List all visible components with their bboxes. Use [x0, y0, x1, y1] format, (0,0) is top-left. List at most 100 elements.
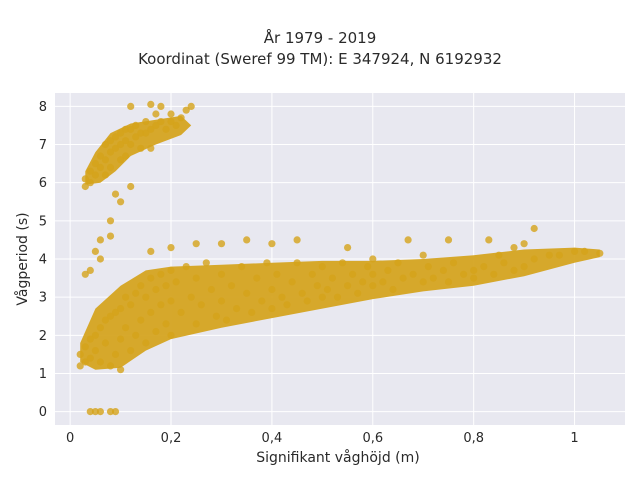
data-point — [510, 266, 518, 274]
data-point — [122, 137, 130, 145]
data-point — [197, 301, 205, 309]
data-point — [91, 171, 99, 179]
data-point — [243, 289, 251, 297]
data-point — [157, 301, 165, 309]
data-point — [91, 347, 99, 355]
data-point — [328, 274, 336, 282]
data-point — [86, 408, 94, 416]
data-point — [520, 240, 528, 248]
data-point — [404, 236, 412, 244]
data-point — [162, 282, 170, 290]
data-point — [500, 259, 508, 267]
y-axis-label: Vågperiod (s) — [14, 212, 31, 305]
data-point — [192, 274, 200, 282]
data-point — [86, 167, 94, 175]
data-point — [192, 320, 200, 328]
data-point — [106, 362, 115, 370]
data-point — [122, 324, 130, 332]
data-point — [222, 316, 231, 324]
data-point — [81, 343, 89, 351]
data-point — [283, 301, 291, 309]
data-point — [485, 236, 493, 244]
data-point — [117, 156, 125, 164]
data-point — [122, 293, 130, 301]
data-point — [96, 324, 104, 332]
data-point — [444, 236, 453, 244]
data-point — [217, 270, 226, 278]
data-point — [106, 408, 115, 416]
data-point — [111, 133, 120, 141]
data-point — [202, 259, 210, 267]
data-point — [217, 297, 226, 305]
data-point — [429, 274, 437, 282]
data-point — [91, 408, 99, 416]
data-point — [510, 244, 518, 252]
data-point — [101, 316, 109, 324]
data-point — [167, 244, 175, 252]
data-point — [142, 129, 150, 137]
data-point — [127, 102, 135, 110]
data-point — [86, 354, 94, 362]
data-point — [106, 312, 115, 320]
data-point — [268, 285, 276, 294]
data-point — [167, 266, 175, 274]
data-point — [111, 308, 120, 316]
data-point — [96, 408, 104, 416]
data-point — [207, 285, 215, 294]
data-point — [273, 270, 281, 278]
data-point — [117, 198, 125, 206]
data-point — [111, 350, 120, 358]
data-point — [212, 312, 220, 320]
data-point — [152, 285, 160, 294]
data-point — [333, 293, 342, 301]
data-point — [132, 289, 140, 297]
grid-lines — [55, 93, 625, 425]
data-point — [439, 266, 447, 274]
data-point — [91, 160, 99, 168]
data-point — [137, 129, 145, 137]
y-tick-label: 4 — [39, 253, 47, 268]
data-point — [106, 137, 115, 145]
data-point — [419, 278, 427, 286]
data-point — [142, 339, 150, 347]
data-point — [369, 282, 377, 290]
data-point — [187, 102, 195, 110]
data-point — [157, 102, 165, 110]
data-point — [268, 305, 276, 313]
data-point — [96, 255, 104, 263]
data-point — [142, 118, 150, 126]
data-point — [111, 190, 120, 198]
data-point — [137, 316, 145, 324]
data-point — [157, 270, 165, 278]
data-point — [81, 175, 89, 183]
data-point — [227, 282, 236, 290]
data-point — [444, 278, 453, 286]
data-point — [152, 121, 160, 129]
data-point — [117, 305, 125, 313]
data-point — [248, 308, 256, 316]
data-point — [132, 133, 140, 141]
data-point — [167, 110, 175, 118]
data-point — [369, 270, 377, 278]
data-point — [298, 289, 306, 297]
data-point — [137, 144, 145, 152]
data-point — [389, 285, 397, 294]
data-point — [106, 163, 115, 171]
data-point — [177, 308, 185, 316]
data-point — [182, 106, 190, 114]
data-point — [555, 251, 564, 259]
data-point — [96, 358, 104, 366]
data-point — [323, 285, 331, 294]
data-point — [278, 293, 286, 301]
x-tick-label: 1 — [570, 431, 578, 446]
data-point — [106, 232, 115, 240]
data-point — [142, 293, 150, 301]
data-point — [147, 308, 155, 316]
data-point — [308, 270, 316, 278]
data-point — [520, 263, 528, 271]
data-point — [424, 263, 432, 271]
data-point — [127, 301, 135, 309]
data-point — [106, 148, 115, 156]
data-point — [419, 251, 427, 259]
